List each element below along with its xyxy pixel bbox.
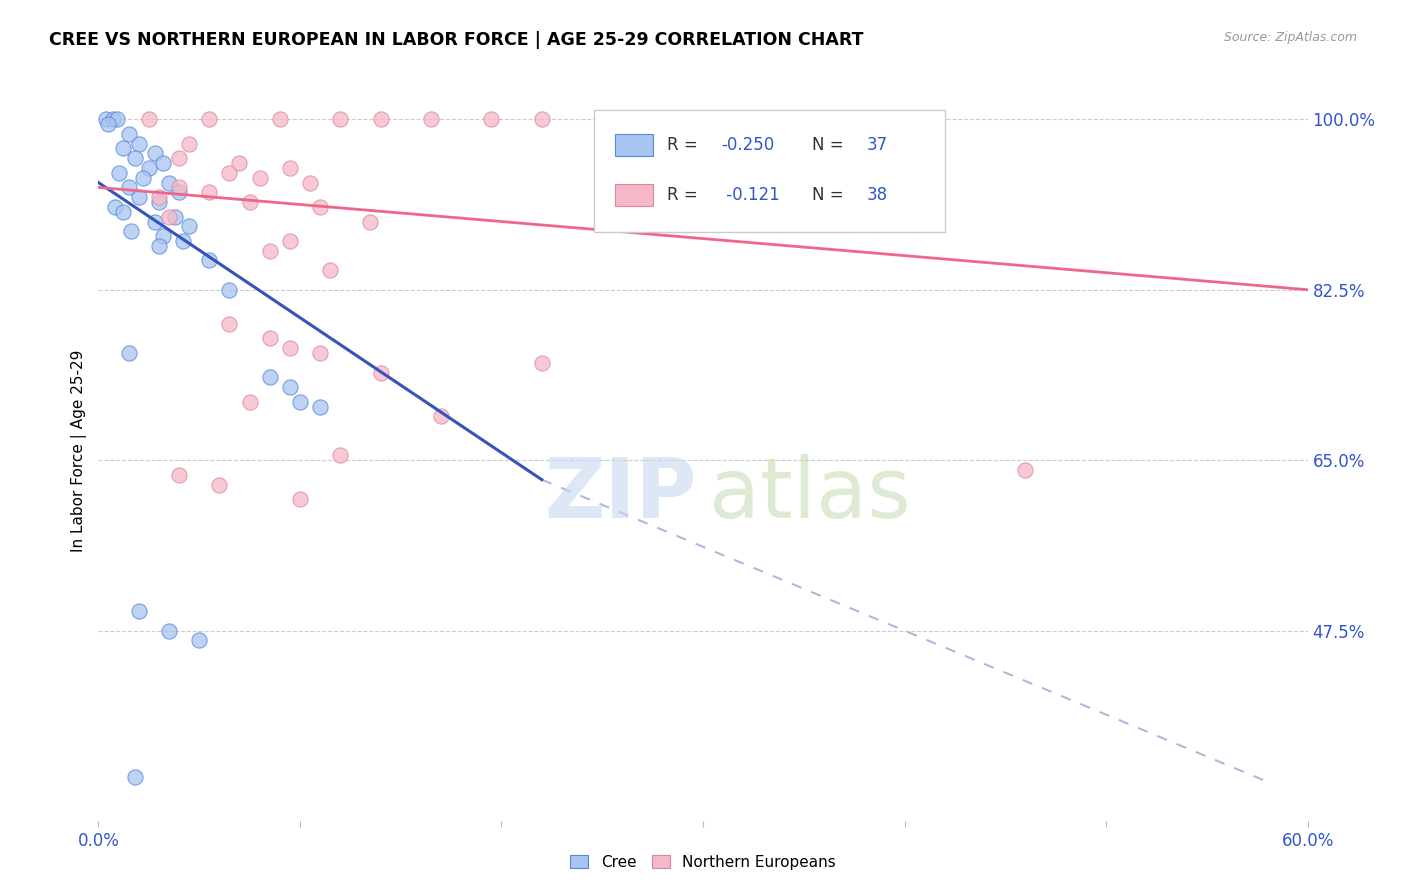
Point bbox=[111, 204, 134, 219]
Point bbox=[120, 224, 142, 238]
Point bbox=[228, 156, 250, 170]
Point bbox=[148, 190, 170, 204]
Point bbox=[107, 166, 129, 180]
Point bbox=[288, 394, 311, 409]
Point bbox=[111, 141, 134, 155]
Point bbox=[101, 112, 124, 127]
Point bbox=[152, 156, 174, 170]
Point bbox=[105, 112, 128, 127]
Point bbox=[259, 331, 281, 345]
Legend: Cree, Northern Europeans: Cree, Northern Europeans bbox=[564, 848, 842, 876]
Point bbox=[138, 112, 160, 127]
Point bbox=[329, 448, 352, 462]
Point bbox=[188, 633, 211, 648]
Point bbox=[118, 127, 141, 141]
Point bbox=[128, 136, 150, 151]
FancyBboxPatch shape bbox=[614, 134, 654, 156]
Point bbox=[167, 186, 190, 200]
Point bbox=[124, 770, 146, 784]
Point bbox=[259, 244, 281, 258]
Point bbox=[530, 112, 553, 127]
Point bbox=[278, 341, 301, 355]
Point bbox=[148, 239, 170, 253]
Point bbox=[309, 346, 332, 360]
Point bbox=[1014, 463, 1036, 477]
FancyBboxPatch shape bbox=[595, 110, 945, 232]
Point bbox=[167, 467, 190, 482]
Point bbox=[157, 210, 180, 224]
Point bbox=[481, 112, 503, 127]
Point bbox=[163, 210, 186, 224]
Point bbox=[239, 195, 262, 210]
Point bbox=[157, 624, 180, 638]
Point bbox=[370, 112, 392, 127]
Y-axis label: In Labor Force | Age 25-29: In Labor Force | Age 25-29 bbox=[72, 350, 87, 551]
Point bbox=[124, 151, 146, 165]
Point bbox=[103, 200, 125, 214]
Point bbox=[218, 166, 240, 180]
Point bbox=[239, 394, 262, 409]
Point bbox=[249, 170, 271, 185]
Point bbox=[179, 219, 201, 234]
Point bbox=[118, 180, 141, 194]
Point bbox=[152, 229, 174, 244]
Point bbox=[370, 366, 392, 380]
Text: ZIP: ZIP bbox=[544, 454, 697, 535]
Point bbox=[218, 283, 240, 297]
Point bbox=[288, 492, 311, 507]
Text: Source: ZipAtlas.com: Source: ZipAtlas.com bbox=[1223, 31, 1357, 45]
Point bbox=[198, 186, 221, 200]
Point bbox=[118, 346, 141, 360]
Text: 38: 38 bbox=[866, 186, 887, 204]
Text: CREE VS NORTHERN EUROPEAN IN LABOR FORCE | AGE 25-29 CORRELATION CHART: CREE VS NORTHERN EUROPEAN IN LABOR FORCE… bbox=[49, 31, 863, 49]
Text: 37: 37 bbox=[866, 136, 887, 153]
Point bbox=[97, 117, 120, 131]
Point bbox=[319, 263, 342, 277]
Point bbox=[259, 370, 281, 384]
Text: -0.121: -0.121 bbox=[721, 186, 780, 204]
Point bbox=[143, 214, 166, 228]
Point bbox=[269, 112, 291, 127]
Point bbox=[138, 161, 160, 175]
Text: R =: R = bbox=[666, 186, 703, 204]
Point bbox=[96, 112, 118, 127]
Point bbox=[167, 151, 190, 165]
FancyBboxPatch shape bbox=[614, 184, 654, 206]
Point bbox=[430, 409, 453, 424]
Text: N =: N = bbox=[811, 186, 849, 204]
Point bbox=[148, 195, 170, 210]
Text: -0.250: -0.250 bbox=[721, 136, 775, 153]
Point bbox=[360, 214, 382, 228]
Point bbox=[198, 253, 221, 268]
Point bbox=[208, 477, 231, 491]
Point bbox=[278, 234, 301, 248]
Point bbox=[278, 380, 301, 394]
Text: atlas: atlas bbox=[709, 454, 911, 535]
Point bbox=[218, 317, 240, 331]
Point bbox=[132, 170, 155, 185]
Point bbox=[167, 180, 190, 194]
Point bbox=[143, 146, 166, 161]
Point bbox=[420, 112, 443, 127]
Point bbox=[309, 200, 332, 214]
Point bbox=[198, 112, 221, 127]
Point bbox=[309, 400, 332, 414]
Point bbox=[179, 136, 201, 151]
Text: R =: R = bbox=[666, 136, 703, 153]
Point bbox=[128, 604, 150, 618]
Point bbox=[530, 356, 553, 370]
Point bbox=[157, 176, 180, 190]
Point bbox=[172, 234, 194, 248]
Point bbox=[299, 176, 322, 190]
Text: N =: N = bbox=[811, 136, 849, 153]
Point bbox=[128, 190, 150, 204]
Point bbox=[329, 112, 352, 127]
Point bbox=[278, 161, 301, 175]
